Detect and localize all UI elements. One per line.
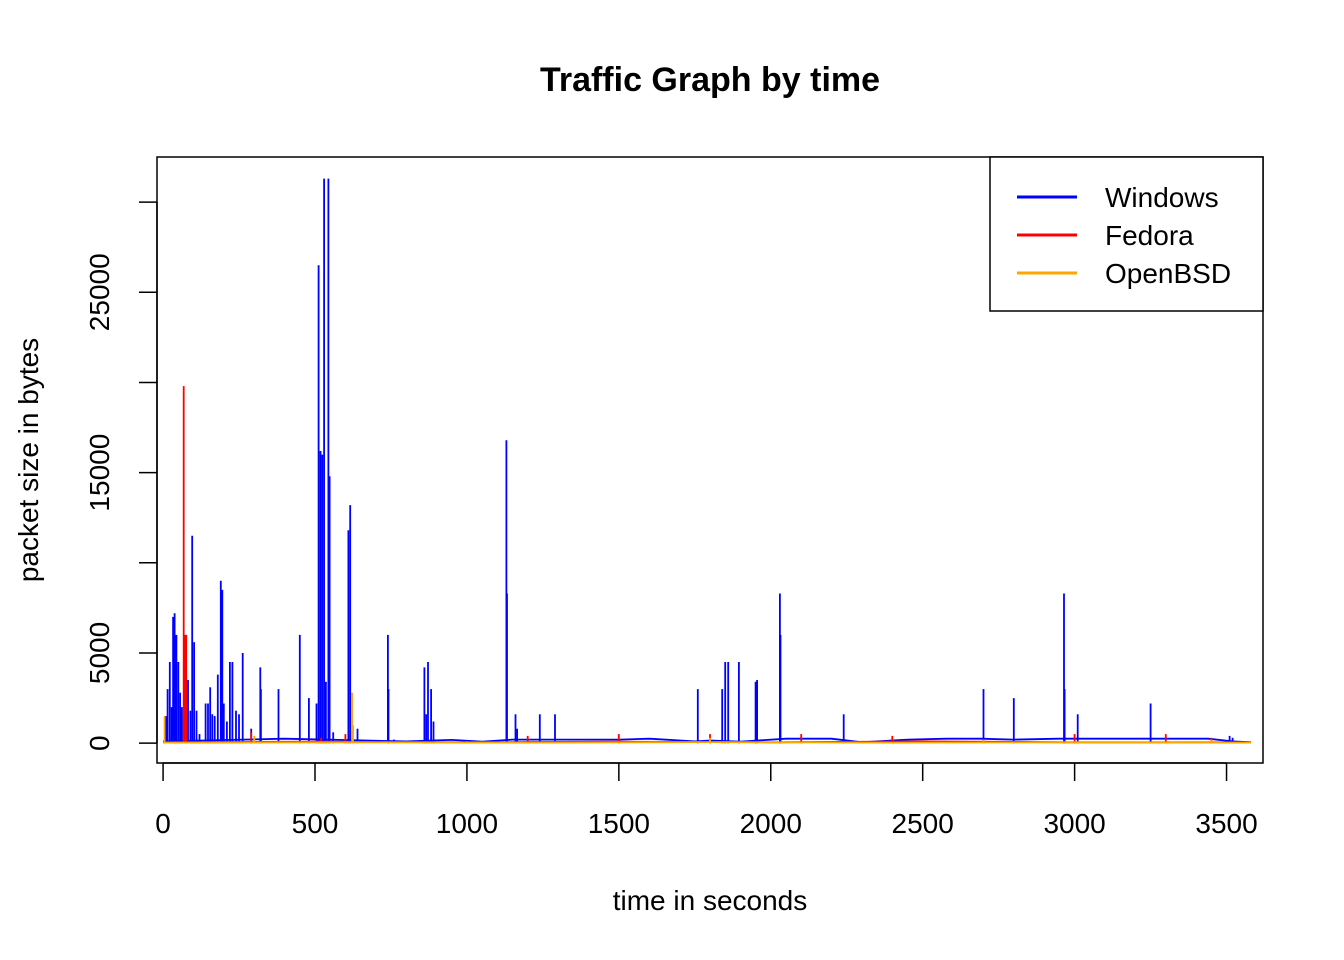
- legend-label-windows: Windows: [1105, 182, 1219, 213]
- y-tick-label: 5000: [84, 622, 115, 684]
- y-axis: 0 5000 15000 25000: [84, 201, 158, 751]
- series-layer: [163, 178, 1251, 744]
- legend: Windows Fedora OpenBSD: [989, 156, 1264, 312]
- x-tick-label: 1000: [436, 808, 498, 839]
- x-tick-label: 0: [155, 808, 171, 839]
- x-tick-label: 3500: [1195, 808, 1257, 839]
- x-tick-label: 2000: [740, 808, 802, 839]
- x-axis-label: time in seconds: [613, 885, 808, 916]
- legend-label-fedora: Fedora: [1105, 220, 1194, 251]
- series-windows-baseline: [163, 737, 1251, 744]
- y-tick-label: 25000: [84, 253, 115, 331]
- series-openbsd: [163, 692, 1251, 744]
- x-tick-label: 2500: [892, 808, 954, 839]
- y-axis-label: packet size in bytes: [13, 338, 44, 582]
- y-tick-label: 15000: [84, 434, 115, 512]
- chart-title: Traffic Graph by time: [540, 61, 880, 99]
- legend-label-openbsd: OpenBSD: [1105, 258, 1231, 289]
- y-tick-label: 0: [84, 735, 115, 751]
- x-tick-label: 1500: [588, 808, 650, 839]
- series-openbsd-baseline: [163, 741, 1251, 744]
- x-axis: 0 500 1000 1500 2000 2500 3000 3500: [155, 762, 1258, 839]
- x-tick-label: 3000: [1043, 808, 1105, 839]
- x-tick-label: 500: [292, 808, 339, 839]
